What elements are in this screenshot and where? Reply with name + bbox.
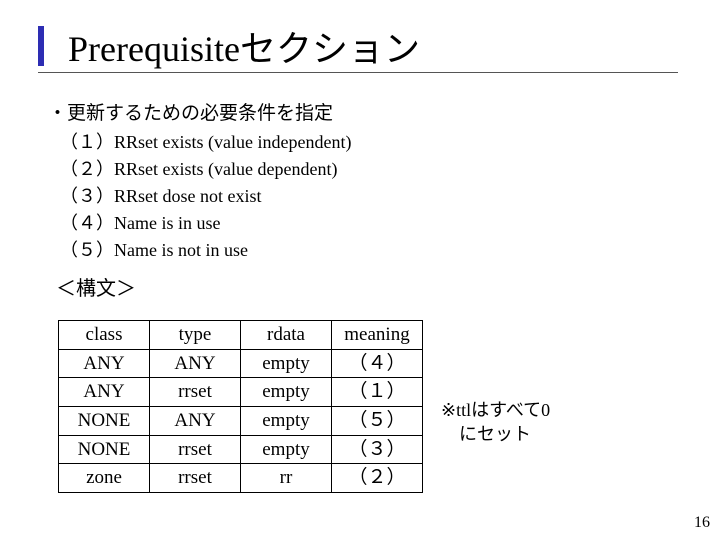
cell: ANY	[59, 378, 150, 407]
col-rdata: rdata	[241, 321, 332, 350]
col-meaning: meaning	[332, 321, 423, 350]
lead-text: ・更新するための必要条件を指定	[48, 100, 688, 129]
slide-title: Prerequisiteセクション	[68, 20, 420, 72]
table-row: ANY ANY empty （４）	[59, 349, 423, 378]
item-2: （２）RRset exists (value dependent)	[60, 156, 688, 183]
title-underline	[38, 72, 678, 73]
note-line-2: にセット	[441, 424, 531, 444]
col-class: class	[59, 321, 150, 350]
col-type: type	[150, 321, 241, 350]
cell: ANY	[150, 406, 241, 435]
cell: empty	[241, 406, 332, 435]
cell: （５）	[332, 406, 423, 435]
cell: rrset	[150, 464, 241, 493]
item-list: （１）RRset exists (value independent) （２）R…	[60, 129, 688, 264]
cell: zone	[59, 464, 150, 493]
cell: （１）	[332, 378, 423, 407]
cell: empty	[241, 435, 332, 464]
cell: NONE	[59, 406, 150, 435]
item-5: （５）Name is not in use	[60, 237, 688, 264]
cell: （４）	[332, 349, 423, 378]
cell: rrset	[150, 378, 241, 407]
table-row: ANY rrset empty （１）	[59, 378, 423, 407]
ttl-note: ※ttlはすべて0 にセット	[441, 398, 550, 447]
cell: rr	[241, 464, 332, 493]
page-number: 16	[694, 514, 710, 532]
cell: empty	[241, 349, 332, 378]
table-area: class type rdata meaning ANY ANY empty （…	[58, 320, 550, 493]
title-block: Prerequisiteセクション	[68, 20, 420, 72]
title-accent-bar	[38, 26, 44, 66]
syntax-heading: ＜構文＞	[56, 274, 688, 304]
cell: empty	[241, 378, 332, 407]
syntax-table: class type rdata meaning ANY ANY empty （…	[58, 320, 423, 493]
slide: Prerequisiteセクション ・更新するための必要条件を指定 （１）RRs…	[0, 0, 720, 540]
body: ・更新するための必要条件を指定 （１）RRset exists (value i…	[48, 100, 688, 304]
table-row: NONE rrset empty （３）	[59, 435, 423, 464]
table-row: NONE ANY empty （５）	[59, 406, 423, 435]
cell: （２）	[332, 464, 423, 493]
table-header-row: class type rdata meaning	[59, 321, 423, 350]
item-1: （１）RRset exists (value independent)	[60, 129, 688, 156]
cell: NONE	[59, 435, 150, 464]
note-line-1: ※ttlはすべて0	[441, 400, 550, 420]
table-row: zone rrset rr （２）	[59, 464, 423, 493]
cell: （３）	[332, 435, 423, 464]
cell: ANY	[150, 349, 241, 378]
item-3: （３）RRset dose not exist	[60, 183, 688, 210]
cell: ANY	[59, 349, 150, 378]
item-4: （４）Name is in use	[60, 210, 688, 237]
cell: rrset	[150, 435, 241, 464]
